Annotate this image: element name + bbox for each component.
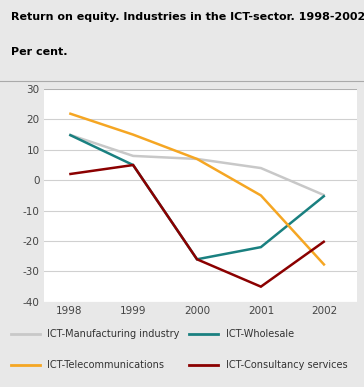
ICT-Wholesale (195, 257, 199, 262)
ICT-Consultancy services (131, 163, 135, 167)
ICT-Telecommunications (67, 111, 71, 116)
ICT-Wholesale (131, 163, 135, 167)
Text: ICT-Telecommunications: ICT-Telecommunications (47, 360, 164, 370)
Text: ICT-Manufacturing industry: ICT-Manufacturing industry (47, 329, 180, 339)
ICT-Telecommunications (259, 193, 263, 198)
Line: ICT-Consultancy services: ICT-Consultancy services (69, 165, 325, 287)
ICT-Wholesale (259, 245, 263, 250)
ICT-Consultancy services (195, 257, 199, 262)
ICT-Manufacturing industry (131, 154, 135, 158)
ICT-Consultancy services (259, 284, 263, 289)
ICT-Consultancy services (67, 172, 71, 176)
Text: Per cent.: Per cent. (11, 47, 67, 57)
ICT-Telecommunications (131, 132, 135, 137)
ICT-Telecommunications (323, 263, 327, 268)
Line: ICT-Telecommunications: ICT-Telecommunications (69, 113, 325, 265)
Text: ICT-Wholesale: ICT-Wholesale (226, 329, 294, 339)
Text: Return on equity. Industries in the ICT-sector. 1998-2002.: Return on equity. Industries in the ICT-… (11, 12, 364, 22)
Line: ICT-Manufacturing industry: ICT-Manufacturing industry (69, 135, 325, 195)
ICT-Manufacturing industry (323, 193, 327, 198)
ICT-Consultancy services (323, 239, 327, 243)
Line: ICT-Wholesale: ICT-Wholesale (69, 135, 325, 259)
ICT-Telecommunications (195, 157, 199, 161)
ICT-Manufacturing industry (259, 166, 263, 170)
ICT-Wholesale (323, 193, 327, 198)
Text: ICT-Consultancy services: ICT-Consultancy services (226, 360, 347, 370)
ICT-Manufacturing industry (67, 132, 71, 137)
ICT-Manufacturing industry (195, 157, 199, 161)
ICT-Wholesale (67, 132, 71, 137)
